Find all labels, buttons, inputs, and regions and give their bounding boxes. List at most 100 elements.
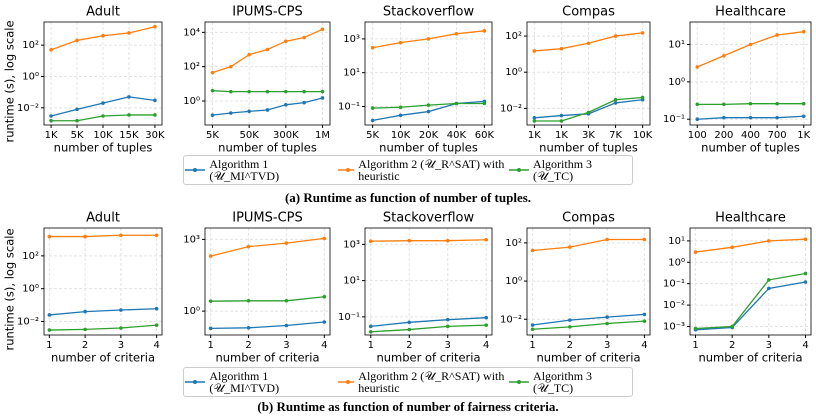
chart-title: IPUMS-CPS xyxy=(232,5,303,20)
data-point xyxy=(83,234,87,239)
plot-frame xyxy=(204,227,331,336)
data-point xyxy=(322,320,327,324)
x-tick-label: 5K xyxy=(366,130,379,141)
data-point xyxy=(153,24,157,29)
data-point xyxy=(127,113,131,117)
data-point xyxy=(49,48,53,52)
data-point xyxy=(247,89,251,94)
x-tick-label: 3 xyxy=(445,340,451,351)
data-point xyxy=(265,47,270,52)
x-tick-label: 60K xyxy=(475,130,495,141)
y-tick-label: 10⁻² xyxy=(500,103,522,114)
x-tick-label: 4 xyxy=(153,340,159,351)
data-point xyxy=(320,27,325,32)
data-point xyxy=(748,42,753,47)
data-point xyxy=(605,237,609,242)
x-tick-label: 1 xyxy=(46,340,52,351)
caption: (b) Runtime as function of number of fai… xyxy=(257,399,559,414)
series-line xyxy=(370,239,487,242)
data-point xyxy=(284,298,289,303)
legend-dot xyxy=(346,168,351,172)
data-point xyxy=(640,95,645,100)
legend-swatch xyxy=(508,380,529,384)
x-tick-label: 50K xyxy=(240,130,260,141)
data-point xyxy=(803,280,808,284)
x-tick-label: 4 xyxy=(321,340,327,351)
data-point xyxy=(613,97,618,102)
data-point xyxy=(247,109,251,114)
data-point xyxy=(642,319,647,323)
data-point xyxy=(559,113,564,118)
x-tick-label: 1 xyxy=(207,340,213,351)
data-point xyxy=(484,237,489,242)
data-point xyxy=(368,324,373,329)
legend-label: Algorithm 1 (𝒰_MI^TVD) xyxy=(209,157,280,183)
x-tick-label: 3 xyxy=(118,340,124,351)
legend-item: Algorithm 3 (𝒰_TC) xyxy=(508,158,632,182)
chart-title: Healthcare xyxy=(715,211,786,226)
data-point xyxy=(767,239,771,243)
y-tick-label: 10⁻² xyxy=(663,300,685,311)
data-point xyxy=(398,105,403,110)
legend-label: Algorithm 2 (𝒰_R^SAT) with heuristic xyxy=(358,369,505,395)
x-tick-label: 5K xyxy=(71,130,84,141)
y-tick-label: 10⁻¹ xyxy=(663,114,685,125)
x-tick-label: 7K xyxy=(609,130,622,141)
y-tick-label: 10⁻² xyxy=(500,314,522,325)
data-point xyxy=(748,115,753,120)
x-tick-label: 20K xyxy=(419,130,439,141)
y-tick-label: 10² xyxy=(22,40,39,51)
data-point xyxy=(695,117,700,122)
data-point xyxy=(484,315,489,320)
data-point xyxy=(154,306,159,311)
chart-title: Adult xyxy=(86,211,120,226)
data-point xyxy=(605,315,609,319)
data-point xyxy=(532,116,537,120)
data-point xyxy=(801,29,806,34)
data-point xyxy=(640,31,645,35)
data-point xyxy=(642,312,647,317)
legend-item: Algorithm 1 (𝒰_MI^TVD) xyxy=(184,158,337,182)
x-tick-label: 3 xyxy=(283,340,289,351)
data-point xyxy=(730,245,734,250)
x-tick-label: 1 xyxy=(692,340,698,351)
data-point xyxy=(75,118,79,123)
data-point xyxy=(229,111,233,115)
x-axis-label: number of criteria xyxy=(215,351,319,365)
x-tick-label: 2 xyxy=(567,340,573,351)
legend-swatch xyxy=(185,168,205,172)
data-point xyxy=(229,89,233,94)
legend-swatch xyxy=(338,380,355,384)
x-tick-label: 3 xyxy=(766,340,772,351)
data-point xyxy=(530,327,535,332)
data-point xyxy=(368,239,373,243)
x-tick-label: 10K xyxy=(391,130,411,141)
y-tick-label: 10⁰ xyxy=(22,71,39,82)
data-point xyxy=(605,321,609,326)
x-tick-label: 10K xyxy=(633,130,653,141)
chart-title: Adult xyxy=(86,5,120,20)
y-tick-label: 10⁻¹ xyxy=(338,312,360,323)
y-axis-label: runtime (s), log scale xyxy=(3,228,17,350)
y-tick-label: 10² xyxy=(505,31,522,42)
y-tick-label: 10⁻¹ xyxy=(338,101,360,112)
legend-label: Algorithm 1 (𝒰_MI^TVD) xyxy=(209,369,280,395)
data-point xyxy=(722,53,726,58)
data-point xyxy=(722,102,726,107)
data-point xyxy=(730,324,734,329)
y-tick-label: 10⁰ xyxy=(505,276,522,287)
x-tick-label: 2 xyxy=(406,340,412,351)
y-tick-label: 10¹ xyxy=(668,39,685,50)
data-point xyxy=(119,233,123,238)
y-tick-label: 10¹ xyxy=(668,236,685,247)
data-point xyxy=(370,106,375,110)
data-point xyxy=(246,298,251,303)
data-point xyxy=(153,98,157,103)
data-point xyxy=(454,32,459,36)
data-point xyxy=(302,89,306,94)
chart-title: Compas xyxy=(562,5,615,20)
data-point xyxy=(445,324,450,329)
y-tick-label: 10¹ xyxy=(343,68,360,79)
data-point xyxy=(153,113,157,117)
